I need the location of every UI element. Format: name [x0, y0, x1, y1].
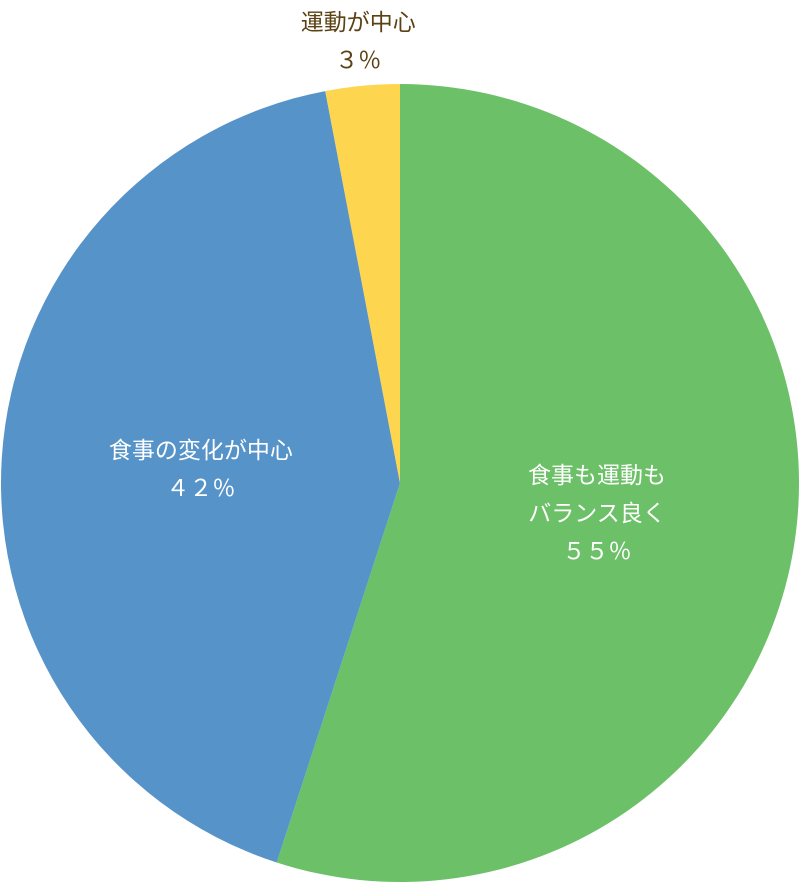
value-label: ５５％ [562, 539, 632, 566]
value-label: ３％ [335, 47, 382, 74]
category-label: 食事も運動も バランス良く [528, 463, 667, 528]
slice-label: 食事も運動も バランス良く ５５％ [528, 457, 666, 571]
value-label: ４２％ [166, 476, 236, 503]
pie-slice [276, 84, 799, 882]
slice-label: 運動が中心 ３％ [301, 4, 416, 80]
category-label: 食事の変化が中心 [108, 438, 293, 465]
slice-label: 食事の変化が中心 ４２％ [109, 432, 293, 508]
pie-slice [0, 91, 401, 863]
category-label: 運動が中心 [300, 9, 416, 36]
pie-slice [325, 84, 400, 483]
